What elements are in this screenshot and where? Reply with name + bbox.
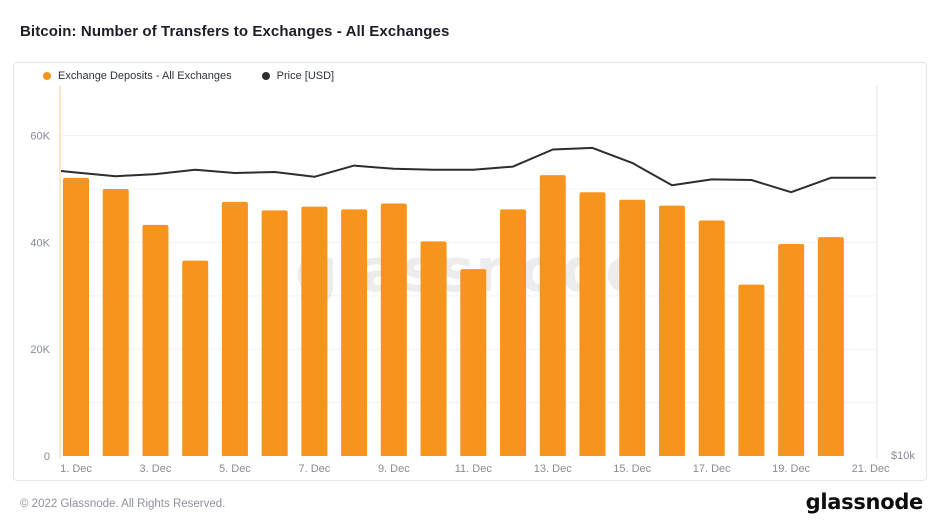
bar-6-dec xyxy=(261,210,288,456)
bar-13-dec xyxy=(539,175,566,456)
x-tick-3-dec: 3. Dec xyxy=(140,463,172,475)
x-tick-7-dec: 7. Dec xyxy=(298,463,330,475)
bar-3-dec xyxy=(142,224,169,456)
y-tick-40K: 40K xyxy=(30,237,50,249)
chart-panel: Exchange Deposits - All Exchanges Price … xyxy=(13,62,927,481)
bar-12-dec xyxy=(500,209,527,456)
bar-18-dec xyxy=(738,284,765,456)
bar-7-dec xyxy=(301,206,328,456)
bar-1-dec xyxy=(63,177,89,456)
y-tick-0: 0 xyxy=(44,451,50,463)
legend-dot-price xyxy=(261,72,270,80)
right-axis-price-label: $10k xyxy=(891,450,915,462)
bar-2-dec xyxy=(102,189,129,456)
x-tick-11-dec: 11. Dec xyxy=(455,463,493,475)
legend-item-price[interactable]: Price [USD] xyxy=(261,70,335,82)
bar-16-dec xyxy=(658,205,685,456)
glassnode-logo: glassnode xyxy=(805,490,924,514)
bar-11-dec xyxy=(460,269,487,456)
bar-15-dec xyxy=(619,199,646,456)
legend-dot-deposits xyxy=(43,72,51,80)
x-tick-17-dec: 17. Dec xyxy=(693,463,731,475)
price-line xyxy=(59,146,876,194)
legend-label-deposits: Exchange Deposits - All Exchanges xyxy=(58,70,232,82)
x-tick-13-dec: 13. Dec xyxy=(534,463,572,475)
bar-5-dec xyxy=(221,201,248,456)
x-tick-5-dec: 5. Dec xyxy=(219,463,251,475)
bar-17-dec xyxy=(698,220,725,456)
bar-14-dec xyxy=(579,192,606,456)
legend-item-exchange-deposits[interactable]: Exchange Deposits - All Exchanges xyxy=(43,70,232,82)
chart-legend: Exchange Deposits - All Exchanges Price … xyxy=(43,70,334,82)
legend-label-price: Price [USD] xyxy=(276,70,335,82)
bar-20-dec xyxy=(817,237,844,456)
x-tick-1-dec: 1. Dec xyxy=(60,463,92,475)
bar-8-dec xyxy=(341,209,368,456)
page-title: Bitcoin: Number of Transfers to Exchange… xyxy=(20,23,450,40)
x-tick-19-dec: 19. Dec xyxy=(772,463,810,475)
x-tick-21-dec: 21. Dec xyxy=(852,463,890,475)
bar-4-dec xyxy=(182,260,209,456)
bar-10-dec xyxy=(420,241,447,456)
x-tick-9-dec: 9. Dec xyxy=(378,463,410,475)
y-tick-60K: 60K xyxy=(30,131,50,143)
y-tick-20K: 20K xyxy=(30,344,50,356)
x-tick-15-dec: 15. Dec xyxy=(613,463,651,475)
bar-19-dec xyxy=(778,244,805,456)
bar-9-dec xyxy=(380,203,407,456)
footer-copyright: © 2022 Glassnode. All Rights Reserved. xyxy=(20,498,226,510)
